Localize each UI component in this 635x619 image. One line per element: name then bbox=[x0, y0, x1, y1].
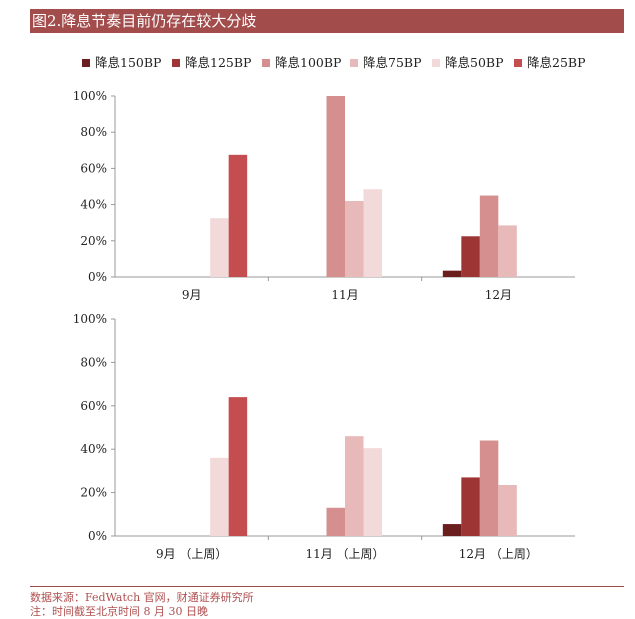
legend-label: 降息50BP bbox=[445, 55, 504, 70]
y-tick-label: 40% bbox=[80, 442, 107, 456]
x-tick-label: 9月 bbox=[182, 288, 202, 302]
bar bbox=[461, 236, 480, 277]
legend-label: 降息150BP bbox=[95, 55, 162, 70]
bar bbox=[210, 457, 229, 536]
bar bbox=[326, 507, 345, 536]
y-tick-label: 60% bbox=[80, 161, 107, 175]
bar bbox=[345, 200, 364, 277]
footer-divider bbox=[30, 586, 624, 587]
x-tick-label: 12月 （上周） bbox=[459, 547, 538, 561]
source-note: 数据来源：FedWatch 官网，财通证券研究所 bbox=[30, 591, 254, 604]
y-tick-label: 0% bbox=[88, 270, 107, 284]
legend-label: 降息25BP bbox=[527, 55, 586, 70]
x-tick-label: 11月 （上周） bbox=[305, 547, 384, 561]
y-tick-label: 40% bbox=[80, 198, 107, 212]
legend-label: 降息100BP bbox=[275, 55, 342, 70]
y-tick-label: 100% bbox=[73, 312, 107, 326]
legend-swatch bbox=[514, 59, 522, 67]
legend-swatch bbox=[350, 59, 358, 67]
bar bbox=[228, 154, 248, 277]
bar bbox=[461, 477, 480, 536]
y-tick-label: 60% bbox=[80, 399, 107, 413]
legend-label: 降息75BP bbox=[363, 55, 422, 70]
legend-label: 降息125BP bbox=[185, 55, 252, 70]
x-tick-label: 12月 bbox=[485, 288, 512, 302]
legend-swatch bbox=[262, 59, 270, 67]
x-tick-label: 9月 （上周） bbox=[156, 547, 227, 561]
bar bbox=[210, 218, 229, 277]
bar bbox=[498, 485, 517, 536]
y-tick-label: 100% bbox=[73, 89, 107, 103]
y-tick-label: 20% bbox=[80, 234, 107, 248]
legend-swatch bbox=[82, 59, 90, 67]
y-tick-label: 80% bbox=[80, 125, 107, 139]
bar bbox=[442, 524, 462, 536]
bar bbox=[479, 440, 499, 536]
x-tick-label: 11月 bbox=[331, 288, 358, 302]
bar bbox=[228, 397, 248, 536]
y-tick-label: 20% bbox=[80, 486, 107, 500]
y-tick-label: 0% bbox=[88, 529, 107, 543]
figure-title: 图2.降息节奏目前仍存在较大分歧 bbox=[30, 9, 624, 33]
time-note: 注：时间截至北京时间 8 月 30 日晚 bbox=[30, 605, 208, 618]
bar bbox=[442, 270, 462, 277]
bar bbox=[363, 189, 382, 277]
y-tick-label: 80% bbox=[80, 355, 107, 369]
bar bbox=[498, 225, 517, 277]
legend-swatch bbox=[172, 59, 180, 67]
bar bbox=[326, 96, 345, 277]
bar bbox=[345, 436, 364, 536]
bar bbox=[479, 195, 499, 277]
legend-swatch bbox=[432, 59, 440, 67]
bar bbox=[363, 448, 382, 536]
